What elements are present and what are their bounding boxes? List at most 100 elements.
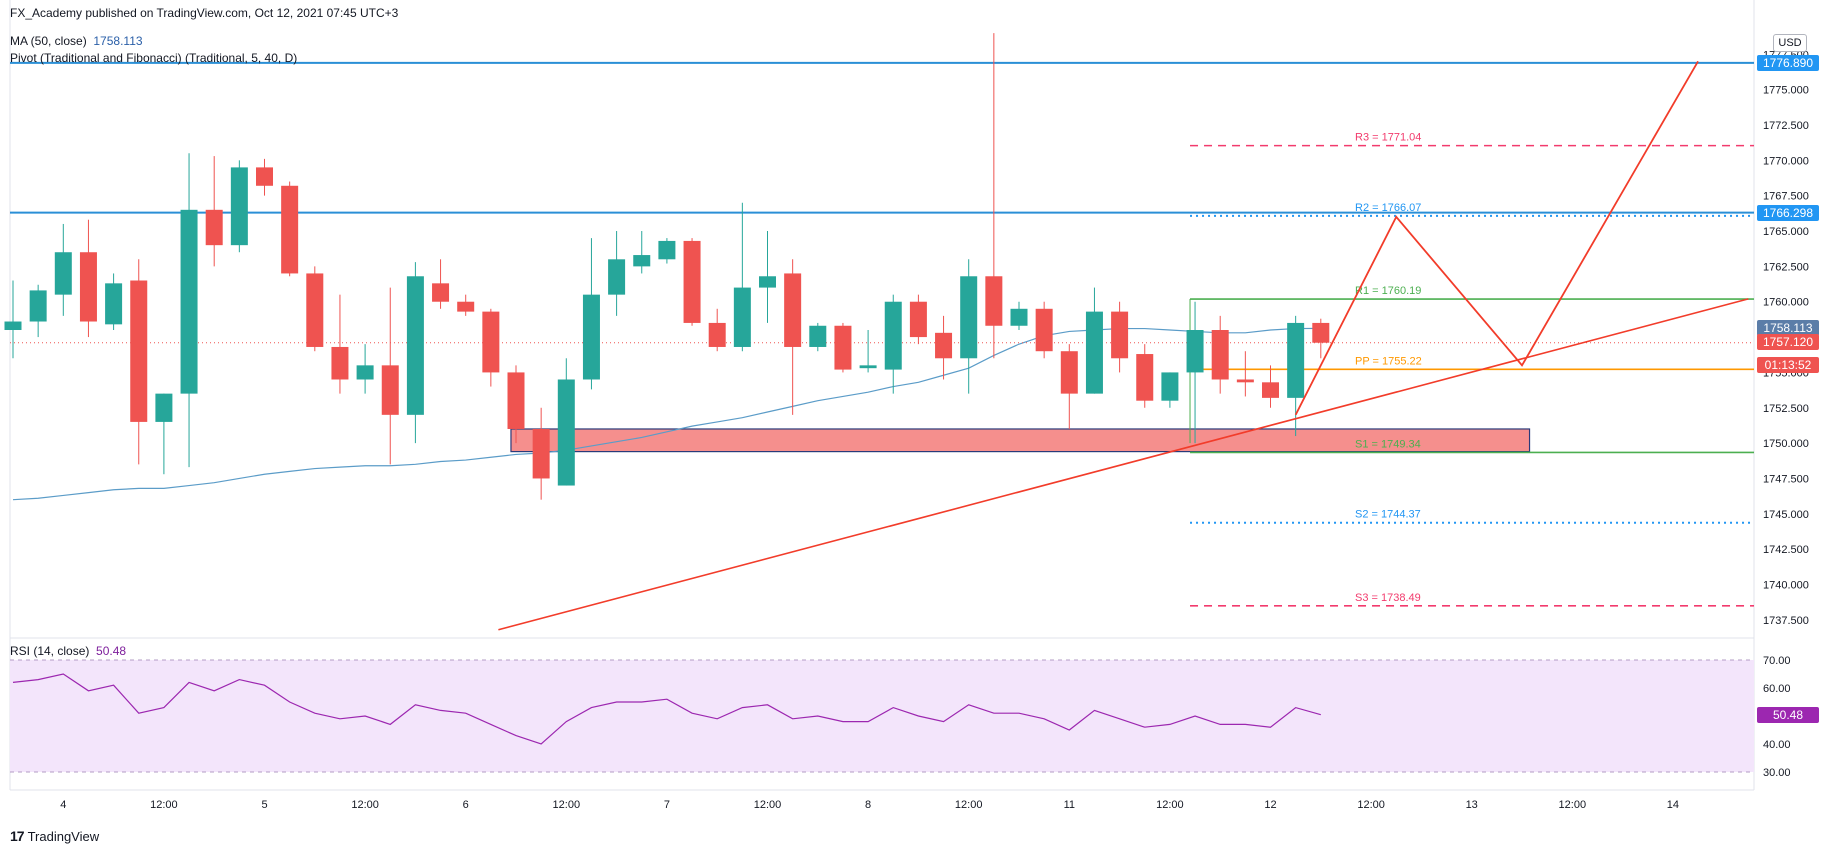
candle-body [406,276,424,415]
price-tick-label: 1760.000 [1763,297,1809,309]
candle-body [1211,330,1229,380]
rsi-label: RSI (14, close) [10,644,90,658]
pivot-label-s2: S2 = 1744.37 [1355,509,1421,521]
pivot-label-s1: S1 = 1749.34 [1355,438,1421,450]
candle-body [256,167,273,186]
rsi-tick-label: 40.00 [1763,739,1791,751]
pivot-label-r1: R1 = 1760.19 [1355,285,1421,297]
candle-body [582,294,600,380]
price-tick-label: 1775.000 [1763,85,1809,97]
candle-body [1085,311,1103,394]
candle-body [658,240,676,260]
time-tick-label: 7 [664,799,670,811]
currency-button[interactable]: USD [1773,34,1807,52]
price-tick-label: 1745.000 [1763,509,1809,521]
candle-body [457,301,475,312]
time-tick-label: 5 [261,799,267,811]
candle-body [205,209,223,246]
candle-body [1262,382,1279,398]
candle-body [909,301,927,338]
price-tick-label: 1762.500 [1763,261,1809,273]
time-tick-label: 12:00 [553,799,581,811]
candle-body [608,259,626,295]
time-tick-label: 12:00 [1156,799,1184,811]
rsi-tick-label: 60.00 [1763,683,1791,695]
candle-body [708,322,726,347]
candle-body [859,365,877,369]
price-tick-label: 1765.000 [1763,226,1809,238]
published-caption: FX_Academy published on TradingView.com,… [10,6,399,20]
price-tick-label: 1737.500 [1763,615,1809,627]
candle-body [79,252,97,322]
candle-body [733,287,751,347]
candle-body [356,365,374,380]
rsi-legend[interactable]: RSI (14, close) 50.48 [10,644,126,658]
candle-body [834,325,852,370]
price-tag: 1757.120 [1757,334,1819,351]
time-tick-label: 4 [60,799,66,811]
candle-body [4,321,22,330]
rsi-value: 50.48 [96,644,127,658]
candle-body [1312,322,1330,343]
ma-label: MA (50, close) [10,34,87,48]
rsi-tick-label: 30.00 [1763,767,1791,779]
time-tick-label: 12:00 [150,799,178,811]
candle-body [1236,379,1254,383]
candle-body [960,276,978,359]
price-tag: 1758.113 [1757,320,1819,337]
tradingview-logo[interactable]: 17 TradingView [10,828,99,844]
time-tick-label: 12:00 [1559,799,1587,811]
tradingview-logo-text: TradingView [27,828,100,844]
price-tick-label: 1750.000 [1763,438,1809,450]
candle-body [180,209,198,394]
time-tick-label: 12:00 [754,799,782,811]
price-tag: 50.48 [1757,706,1819,723]
candle-body [155,393,173,422]
candle-body [1136,354,1154,401]
ma-value: 1758.113 [93,34,143,48]
candle-body [1161,372,1179,401]
time-tick-label: 8 [865,799,871,811]
price-tick-label: 1752.500 [1763,403,1809,415]
candle-body [306,273,324,347]
ma-legend[interactable]: MA (50, close) 1758.113 [10,34,143,48]
rsi-band [10,660,1754,772]
price-tick-label: 1767.500 [1763,191,1809,203]
candle-body [54,252,72,295]
candle-body [482,311,500,373]
price-tick-label: 1742.500 [1763,544,1809,556]
candle-body [1111,311,1129,359]
trendline [498,298,1749,631]
price-tag: 1766.298 [1757,204,1819,221]
time-tick-label: 12:00 [955,799,983,811]
candle-body [1287,322,1305,398]
tradingview-logo-icon: 17 [10,828,25,844]
candle-body [130,280,148,422]
price-tag: 01:13:52 [1757,357,1819,374]
price-tick-label: 1770.000 [1763,155,1809,167]
pivot-legend[interactable]: Pivot (Traditional and Fibonacci) (Tradi… [10,51,297,65]
price-tick-label: 1747.500 [1763,473,1809,485]
candle-body [683,240,701,323]
candle-body [105,283,123,325]
time-tick-label: 13 [1466,799,1478,811]
price-tag: 1776.890 [1757,54,1819,71]
candle-body [1186,330,1204,373]
candle-body [759,276,776,288]
candle-body [985,276,1003,326]
rsi-line [12,673,1321,745]
time-tick-label: 14 [1667,799,1679,811]
candle-body [884,301,902,370]
candle-body [1035,308,1053,352]
candle-body [1060,351,1078,394]
pivot-label-s3: S3 = 1738.49 [1355,592,1421,604]
price-tick-label: 1740.000 [1763,580,1809,592]
candle-body [784,273,802,347]
candle-body [557,379,575,486]
candle-body [281,185,299,274]
candle-body [532,428,550,479]
pivot-label-pp: PP = 1755.22 [1355,355,1422,367]
candle-body [633,255,651,267]
pivot-label-r3: R3 = 1771.04 [1355,132,1421,144]
